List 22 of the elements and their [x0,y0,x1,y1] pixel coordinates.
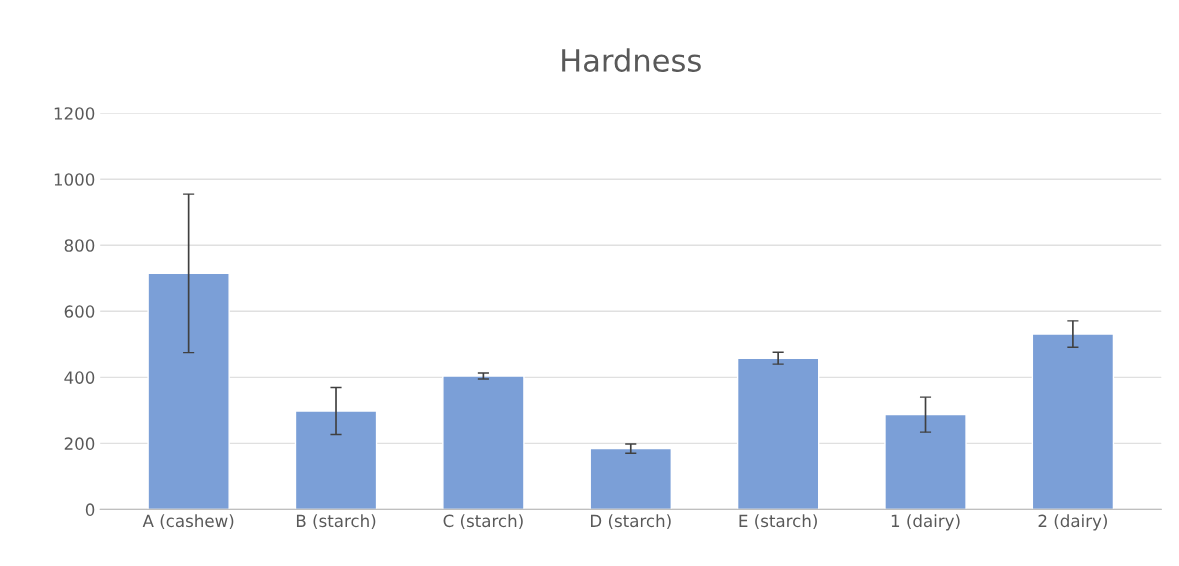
y-tick-label: 800 [64,239,95,252]
bar [147,272,230,510]
bar [736,357,820,510]
bar [884,413,967,510]
bar [1031,333,1115,510]
y-tick-label: 1000 [54,173,95,186]
bar [294,410,378,510]
x-tick-label: B (starch) [296,514,376,530]
x-tick-label: 2 (dairy) [1038,514,1107,531]
y-tick-label: 400 [64,371,95,384]
chart-title: Hardness [562,48,701,72]
x-tick-label: C (starch) [443,514,523,530]
x-tick-label: E (starch) [739,514,817,530]
y-tick-label: 600 [64,305,95,318]
bar [442,375,525,510]
y-tick-label: 1200 [54,107,95,120]
x-tick-label: A (cashew) [142,514,234,530]
x-tick-label: 1 (dairy) [891,514,960,531]
y-tick-label: 0 [85,503,95,516]
bar [589,447,672,510]
x-tick-label: D (starch) [591,514,671,530]
y-tick-label: 200 [64,437,95,450]
